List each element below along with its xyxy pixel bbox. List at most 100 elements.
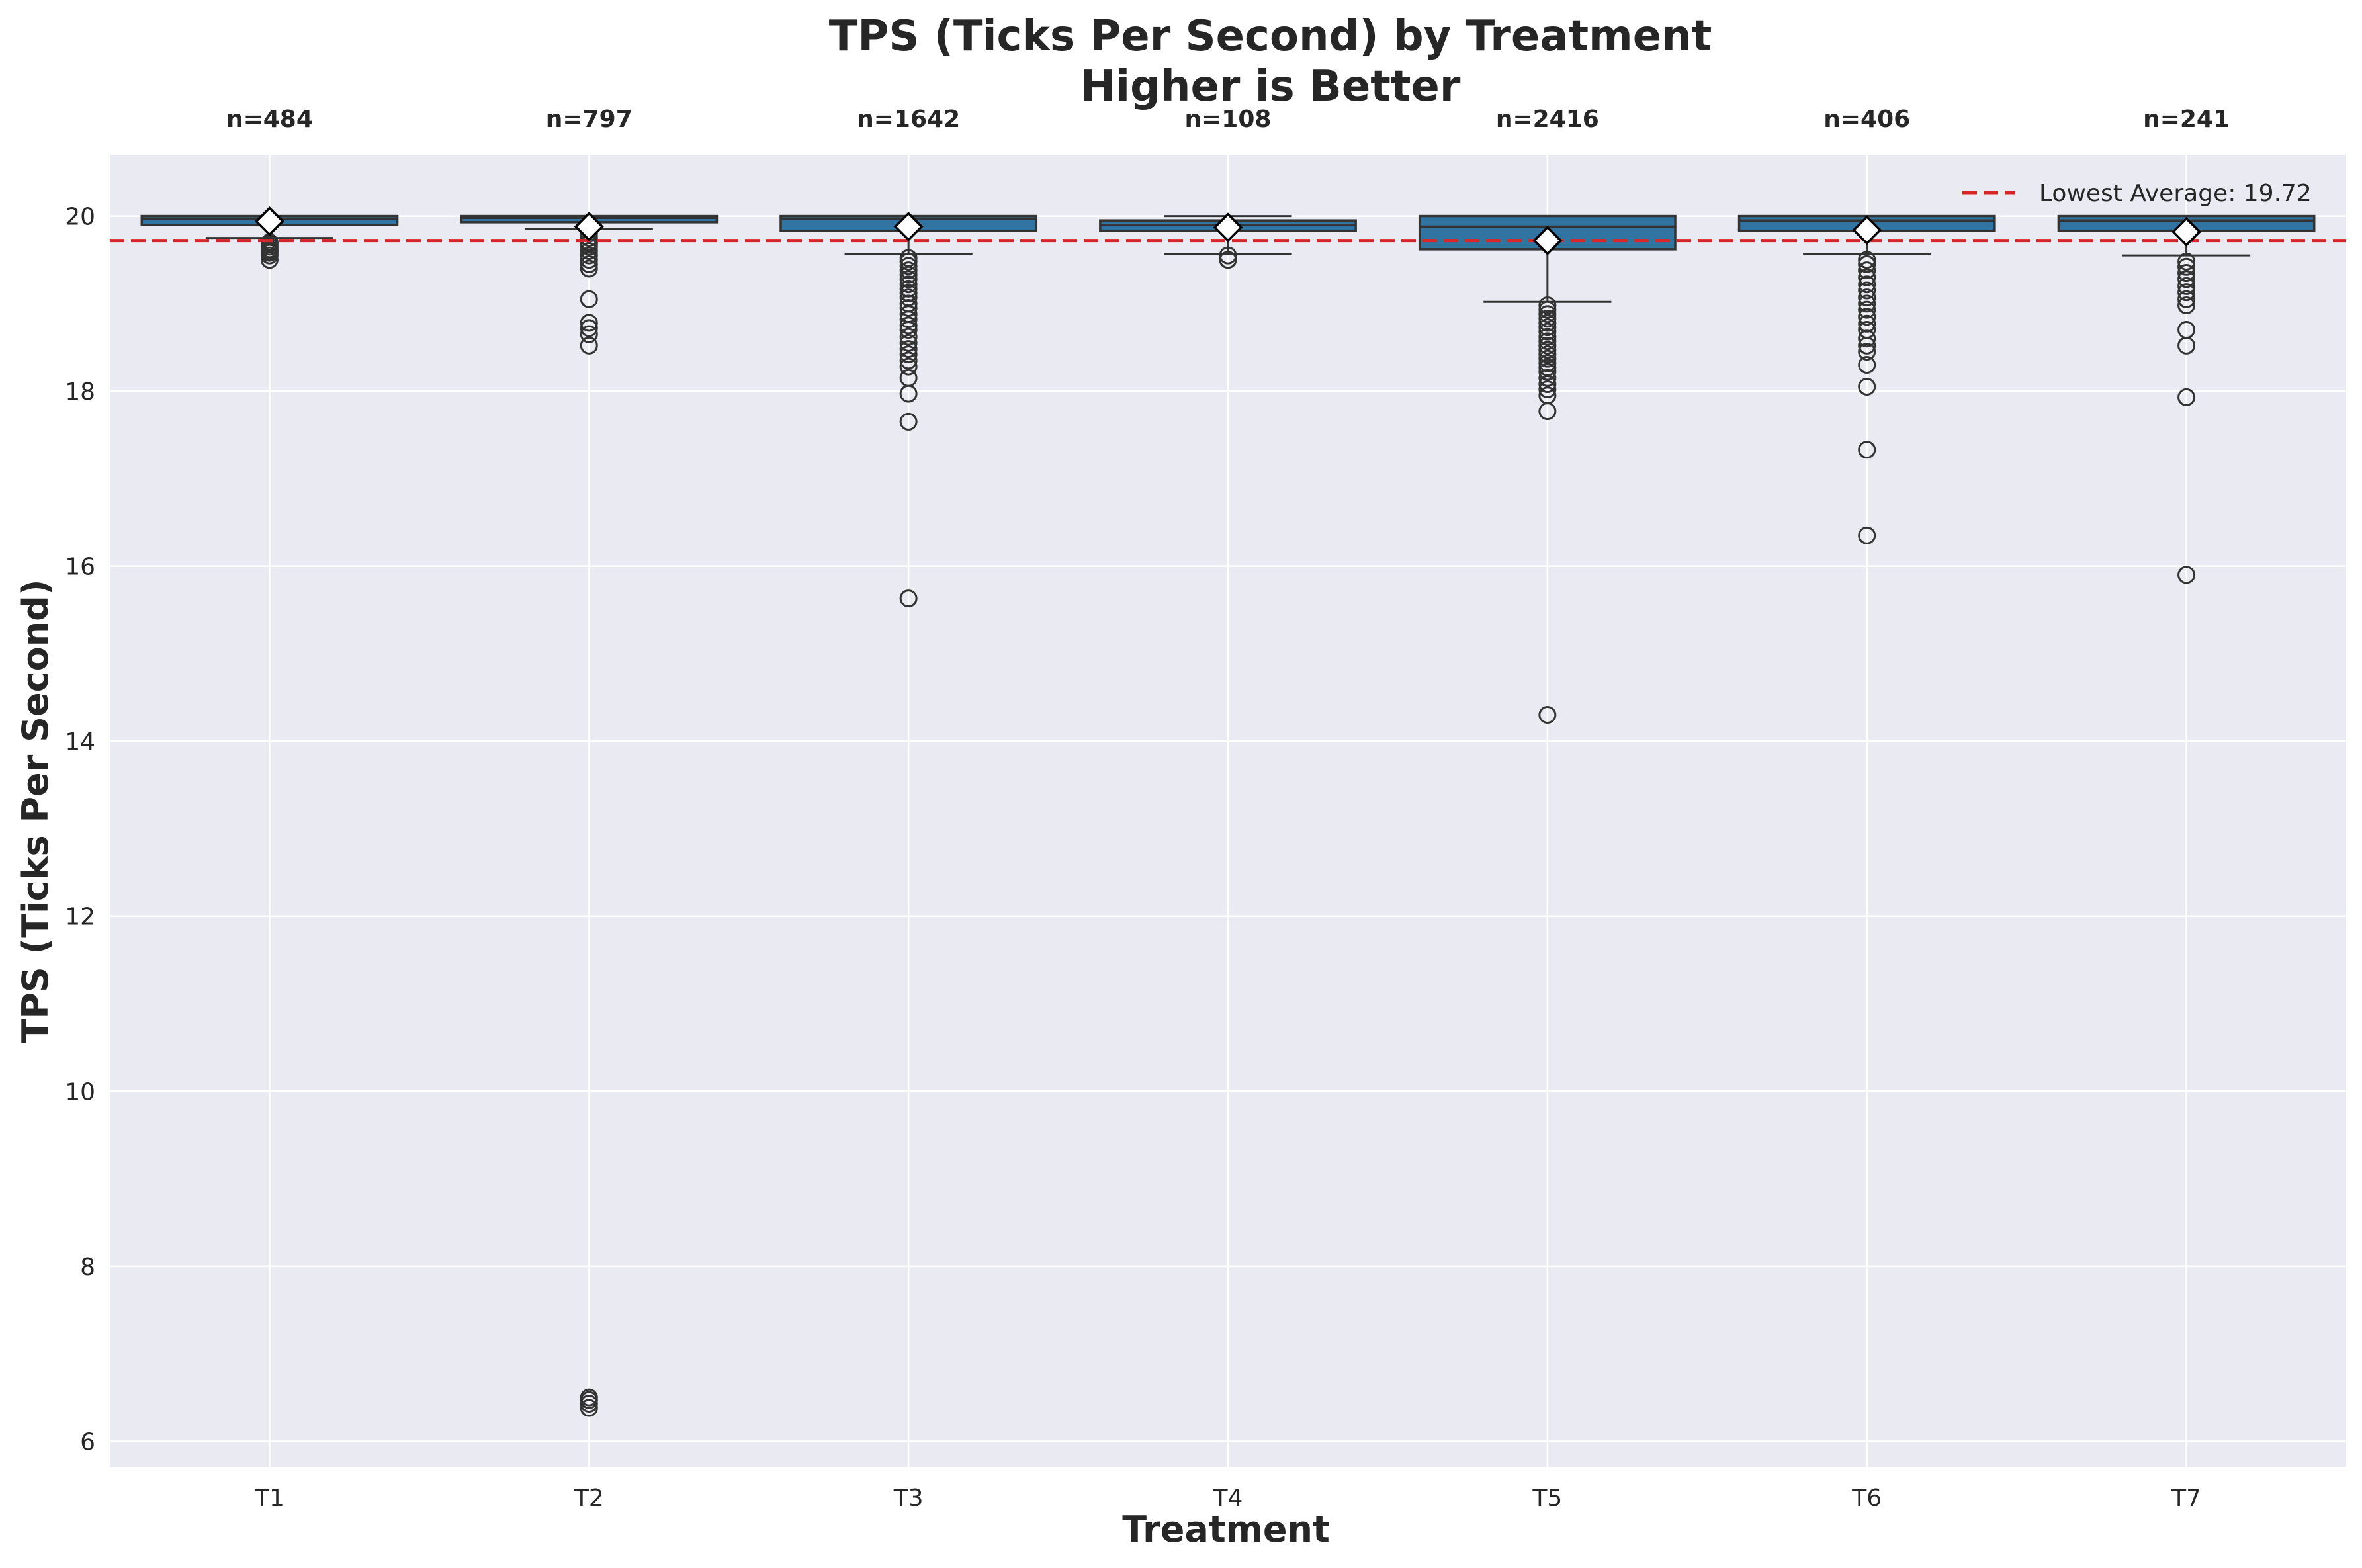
outlier-point bbox=[2177, 296, 2196, 314]
outlier-point bbox=[1858, 268, 1876, 286]
x-tick-label: T1 bbox=[254, 1485, 284, 1512]
outlier-point bbox=[1858, 261, 1876, 280]
outlier-point bbox=[899, 357, 918, 376]
y-tick-label: 16 bbox=[65, 554, 95, 581]
outlier-point bbox=[1538, 332, 1557, 351]
outlier-point bbox=[580, 1399, 598, 1417]
outlier-point bbox=[1538, 363, 1557, 381]
mean-marker-t4 bbox=[1213, 212, 1243, 243]
x-tick-label: T6 bbox=[1851, 1485, 1882, 1512]
sample-size-labels: n=484 n=797 n=1642 n=108 n=2416 n=406 n=241 bbox=[226, 106, 2230, 133]
outlier-point bbox=[899, 257, 918, 275]
outlier-point bbox=[1538, 354, 1557, 372]
outlier-point bbox=[1538, 318, 1557, 337]
outlier-point bbox=[580, 319, 598, 337]
outlier-point bbox=[580, 241, 598, 260]
outlier-point bbox=[580, 246, 598, 265]
outlier-point bbox=[1858, 288, 1876, 307]
mean-marker-t7 bbox=[2171, 216, 2202, 247]
outlier-point bbox=[1538, 336, 1557, 355]
outlier-point bbox=[1858, 343, 1876, 361]
y-tick-label: 18 bbox=[65, 378, 95, 406]
outlier-point bbox=[2177, 388, 2196, 406]
outlier-point bbox=[1858, 281, 1876, 300]
outlier-point bbox=[1858, 378, 1876, 396]
outlier-point bbox=[1858, 329, 1876, 348]
outlier-point bbox=[580, 325, 598, 343]
outlier-point bbox=[580, 314, 598, 332]
x-tick-label: T2 bbox=[574, 1485, 604, 1512]
legend: Lowest Average: 19.72 bbox=[1962, 180, 2312, 207]
outlier-point bbox=[1538, 380, 1557, 398]
outlier-point bbox=[899, 351, 918, 370]
outlier-point bbox=[899, 589, 918, 608]
outlier-point bbox=[899, 252, 918, 271]
outlier-point bbox=[899, 261, 918, 280]
outlier-point bbox=[580, 255, 598, 273]
outlier-point bbox=[2177, 566, 2196, 584]
outlier-point bbox=[2177, 336, 2196, 355]
outlier-point bbox=[2177, 290, 2196, 308]
outlier-point bbox=[899, 275, 918, 294]
outlier-point bbox=[899, 340, 918, 359]
y-tick-label: 10 bbox=[65, 1078, 95, 1106]
outlier-point bbox=[1538, 300, 1557, 319]
outlier-point bbox=[899, 270, 918, 288]
outlier-point bbox=[899, 321, 918, 339]
outlier-point bbox=[899, 412, 918, 431]
outlier-point bbox=[1538, 296, 1557, 314]
outlier-point bbox=[580, 290, 598, 308]
outlier-point bbox=[1858, 314, 1876, 333]
outlier-point bbox=[2177, 270, 2196, 288]
n-label-t7: n=241 bbox=[2143, 106, 2230, 133]
outlier-point bbox=[1219, 251, 1237, 269]
outlier-point bbox=[580, 259, 598, 278]
legend-entry-lowest-average: Lowest Average: 19.72 bbox=[2039, 180, 2312, 207]
outlier-point bbox=[899, 265, 918, 284]
x-tick-label: T4 bbox=[1213, 1485, 1243, 1512]
outlier-point bbox=[1538, 369, 1557, 387]
outlier-point bbox=[580, 336, 598, 355]
outlier-point bbox=[1858, 526, 1876, 544]
outlier-point bbox=[1538, 305, 1557, 324]
outlier-point bbox=[2177, 252, 2196, 271]
outlier-point bbox=[2177, 257, 2196, 276]
axis-ticks: 6 8 10 12 14 16 18 20 T1 T2 T3 T4 T5 T6 T7 bbox=[65, 204, 2201, 1512]
outlier-point bbox=[2177, 283, 2196, 302]
outlier-point bbox=[1858, 255, 1876, 273]
outlier-point bbox=[1538, 375, 1557, 394]
x-tick-label: T5 bbox=[1532, 1485, 1562, 1512]
outlier-point bbox=[1858, 355, 1876, 374]
chart-title-line2: Higher is Better bbox=[1080, 62, 1461, 111]
n-label-t4: n=108 bbox=[1185, 106, 1272, 133]
outlier-point bbox=[899, 345, 918, 364]
n-label-t5: n=2416 bbox=[1496, 106, 1599, 133]
outlier-point bbox=[260, 246, 279, 265]
outlier-point bbox=[1858, 308, 1876, 326]
x-tick-label: T3 bbox=[893, 1485, 924, 1512]
outlier-point bbox=[2177, 277, 2196, 295]
outlier-point bbox=[1858, 294, 1876, 313]
n-label-t1: n=484 bbox=[226, 106, 313, 133]
y-tick-label: 12 bbox=[65, 904, 95, 931]
mean-marker-t1 bbox=[254, 206, 284, 236]
outlier-point bbox=[899, 316, 918, 335]
outlier-point bbox=[899, 310, 918, 329]
n-label-t3: n=1642 bbox=[857, 106, 960, 133]
outlier-point bbox=[899, 298, 918, 317]
mean-markers bbox=[254, 206, 2202, 256]
outlier-point bbox=[580, 251, 598, 269]
mean-marker-t5 bbox=[1532, 226, 1563, 256]
outlier-point bbox=[1858, 336, 1876, 355]
outlier-point bbox=[260, 251, 279, 269]
outlier-point bbox=[1858, 251, 1876, 269]
mean-marker-t2 bbox=[574, 211, 604, 241]
chart-title-line1: TPS (Ticks Per Second) by Treatment bbox=[829, 12, 1712, 61]
outlier-point bbox=[899, 333, 918, 352]
outlier-point bbox=[899, 284, 918, 302]
y-tick-label: 6 bbox=[80, 1428, 95, 1456]
outlier-point bbox=[899, 384, 918, 403]
outlier-point bbox=[1538, 327, 1557, 346]
y-tick-label: 14 bbox=[65, 728, 95, 756]
outlier-point bbox=[1858, 441, 1876, 459]
